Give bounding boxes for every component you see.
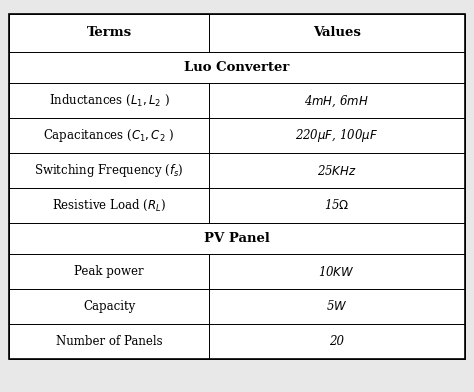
Bar	[9, 83, 209, 118]
Text: Peak power: Peak power	[74, 265, 144, 278]
Bar	[9, 153, 209, 188]
Text: Capacitances ($C_1, C_2$ ): Capacitances ($C_1, C_2$ )	[44, 127, 174, 144]
Bar	[9, 14, 209, 52]
Text: Values: Values	[312, 26, 361, 39]
Text: Switching Frequency ($f_s$): Switching Frequency ($f_s$)	[34, 162, 184, 179]
Text: 25$KHz$: 25$KHz$	[317, 163, 356, 178]
Bar	[209, 188, 465, 223]
Bar	[9, 324, 209, 359]
Text: 10$KW$: 10$KW$	[318, 265, 355, 279]
Bar	[9, 289, 209, 324]
Bar	[209, 153, 465, 188]
Bar	[9, 223, 465, 254]
Bar	[209, 118, 465, 153]
Text: Resistive Load ($R_L$): Resistive Load ($R_L$)	[52, 198, 166, 213]
Bar	[9, 188, 209, 223]
Text: 4$mH$, 6$mH$: 4$mH$, 6$mH$	[304, 93, 369, 109]
Bar	[9, 52, 465, 83]
Bar	[209, 289, 465, 324]
Bar	[9, 254, 209, 289]
Bar	[9, 14, 465, 359]
Text: Terms: Terms	[86, 26, 132, 39]
Bar	[209, 14, 465, 52]
Text: PV Panel: PV Panel	[204, 232, 270, 245]
Text: Capacity: Capacity	[83, 300, 135, 313]
Text: 20: 20	[329, 335, 344, 348]
Text: 5$W$: 5$W$	[326, 299, 347, 314]
Text: Luo Converter: Luo Converter	[184, 61, 290, 74]
Bar	[209, 324, 465, 359]
Text: Inductances ($L_1, L_2$ ): Inductances ($L_1, L_2$ )	[49, 93, 169, 109]
Text: Number of Panels: Number of Panels	[56, 335, 162, 348]
Bar	[9, 118, 209, 153]
Bar	[209, 254, 465, 289]
Text: 15$\Omega$: 15$\Omega$	[324, 198, 349, 212]
Bar	[209, 83, 465, 118]
Text: 220$\mu F$, 100$\mu F$: 220$\mu F$, 100$\mu F$	[295, 127, 378, 144]
